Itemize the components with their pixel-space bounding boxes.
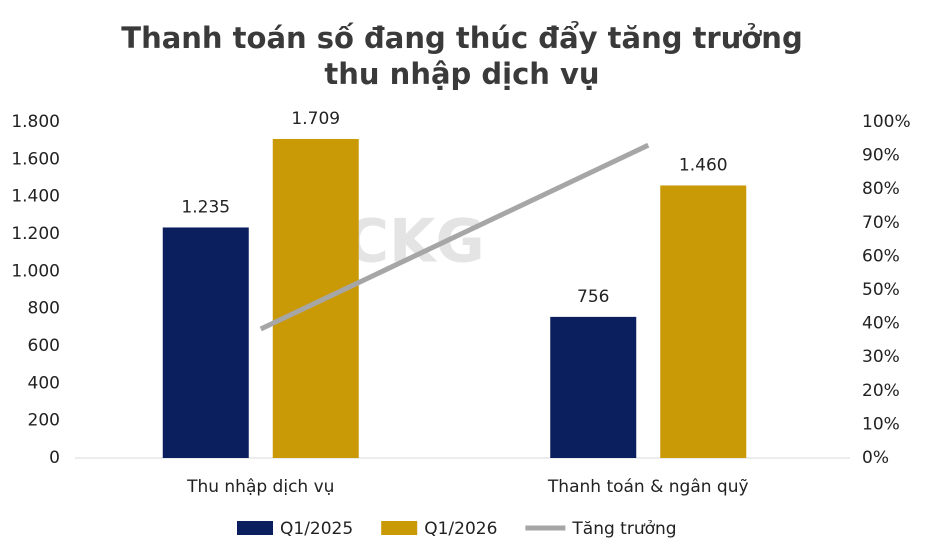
bar (162, 227, 249, 458)
y2-tick-label: 80% (862, 179, 900, 199)
y2-tick-label: 70% (862, 213, 900, 233)
y2-tick-label: 20% (862, 381, 900, 401)
y-tick-label: 200 (28, 411, 60, 431)
y-tick-label: 800 (28, 299, 60, 319)
legend-label: Tăng trưởng (571, 519, 676, 539)
y2-tick-label: 90% (862, 146, 900, 166)
y-tick-label: 0 (49, 448, 60, 468)
legend-label: Q1/2026 (424, 519, 497, 539)
y-tick-label: 1.000 (11, 261, 60, 281)
legend-swatch (237, 521, 273, 535)
chart-title: Thanh toán số đang thúc đẩy tăng trưởng t… (121, 21, 802, 91)
y-tick-label: 1.600 (11, 149, 60, 169)
bar (550, 316, 637, 458)
y2-tick-label: 100% (862, 112, 911, 132)
data-label: 1.235 (181, 197, 230, 217)
y2-tick-label: 10% (862, 414, 900, 434)
watermark: CKG (345, 207, 485, 277)
data-label: 1.709 (291, 109, 340, 129)
y-tick-label: 600 (28, 336, 60, 356)
legend-label: Q1/2025 (280, 519, 353, 539)
y2-tick-label: 50% (862, 280, 900, 300)
y-tick-label: 1.400 (11, 187, 60, 207)
data-label: 1.460 (679, 155, 728, 175)
y-tick-label: 1.800 (11, 112, 60, 132)
y-tick-label: 400 (28, 373, 60, 393)
x-tick-label: Thu nhập dịch vụ (186, 477, 334, 497)
y2-tick-label: 0% (862, 448, 889, 468)
y2-tick-label: 30% (862, 347, 900, 367)
data-label: 756 (577, 287, 609, 307)
bar (660, 185, 747, 458)
bar (272, 138, 359, 458)
x-tick-label: Thanh toán & ngân quỹ (547, 477, 749, 497)
y-tick-label: 1.200 (11, 224, 60, 244)
y2-tick-label: 60% (862, 246, 900, 266)
line (259, 142, 650, 332)
y2-tick-label: 40% (862, 314, 900, 334)
legend-swatch (381, 521, 418, 535)
